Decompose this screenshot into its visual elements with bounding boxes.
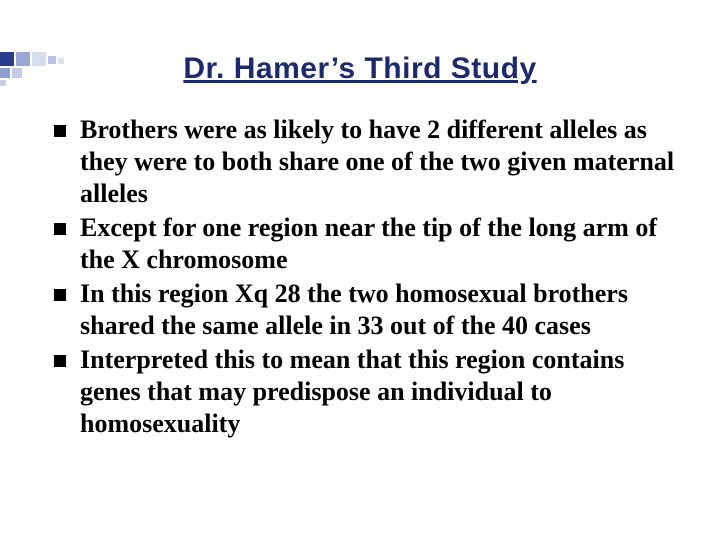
bullet-list: Brothers were as likely to have 2 differ…	[54, 114, 680, 440]
deco-square	[32, 52, 46, 66]
deco-square	[0, 80, 6, 86]
deco-square	[0, 68, 10, 78]
deco-square	[12, 68, 22, 78]
deco-square	[16, 52, 30, 66]
list-item: Except for one region near the tip of th…	[54, 212, 680, 276]
list-item: In this region Xq 28 the two homosexual …	[54, 278, 680, 342]
list-item: Interpreted this to mean that this regio…	[54, 344, 680, 440]
deco-square	[58, 58, 64, 64]
bullet-marker-icon	[54, 223, 66, 235]
deco-square	[48, 56, 56, 64]
bullet-marker-icon	[54, 355, 66, 367]
bullet-text: Except for one region near the tip of th…	[80, 212, 680, 276]
bullet-marker-icon	[54, 125, 66, 137]
bullet-marker-icon	[54, 289, 66, 301]
list-item: Brothers were as likely to have 2 differ…	[54, 114, 680, 210]
bullet-text: Interpreted this to mean that this regio…	[80, 344, 680, 440]
bullet-text: In this region Xq 28 the two homosexual …	[80, 278, 680, 342]
bullet-text: Brothers were as likely to have 2 differ…	[80, 114, 680, 210]
corner-decoration	[0, 52, 120, 92]
deco-square	[0, 52, 14, 66]
